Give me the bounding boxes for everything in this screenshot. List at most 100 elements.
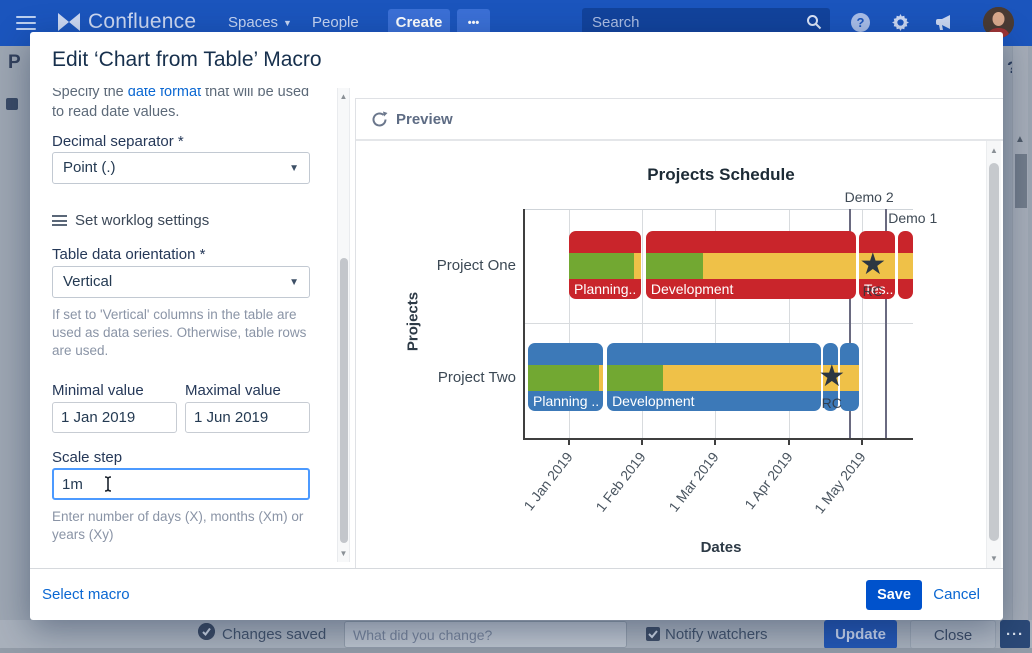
- scale-step-field: [52, 468, 310, 500]
- segment-label: Planning..: [574, 281, 637, 297]
- save-button[interactable]: Save: [866, 580, 922, 610]
- milestone-label: Demo 1: [888, 210, 938, 226]
- gantt-segment: [823, 343, 838, 411]
- chart-title: Projects Schedule: [647, 165, 795, 184]
- progress-done: [569, 253, 634, 279]
- orientation-select[interactable]: Vertical ▼: [52, 266, 310, 298]
- nav-people[interactable]: People: [312, 14, 359, 31]
- scroll-down-icon[interactable]: ▼: [990, 554, 998, 563]
- macro-form: Specify the date format that will be use…: [30, 88, 337, 568]
- set-worklog-settings-link[interactable]: Set worklog settings: [52, 212, 209, 229]
- scroll-up-icon[interactable]: ▲: [1015, 134, 1025, 145]
- search-icon[interactable]: [806, 14, 822, 30]
- changes-saved-check-icon: [198, 623, 215, 640]
- hamburger-menu-icon[interactable]: [16, 16, 36, 30]
- progress-remaining: [858, 253, 895, 279]
- milestone-line: [848, 209, 851, 438]
- close-button[interactable]: Close: [910, 620, 996, 649]
- axis-y: [523, 209, 525, 438]
- progress-remaining: [839, 365, 859, 391]
- gantt-segment: [898, 231, 914, 299]
- more-options-button[interactable]: ···: [1000, 620, 1030, 649]
- gantt-segment: Planning ..: [528, 343, 603, 411]
- tick-mark: [714, 438, 717, 445]
- progress-done: [607, 365, 664, 391]
- orientation-help-text: If set to 'Vertical' columns in the tabl…: [52, 307, 307, 358]
- select-macro-link[interactable]: Select macro: [42, 586, 130, 603]
- dimmed-page-right: ? ▲: [1003, 46, 1032, 620]
- preview-scrollbar[interactable]: ▲ ▼: [986, 141, 1001, 568]
- page-scrollbar-thumb[interactable]: [1015, 154, 1027, 208]
- tick-mark: [860, 438, 863, 445]
- progress-remaining: [663, 365, 821, 391]
- progress-remaining: [634, 253, 641, 279]
- page-scrollbar[interactable]: ▲: [1012, 46, 1028, 620]
- scroll-up-icon[interactable]: ▲: [990, 146, 998, 155]
- form-scrollbar[interactable]: ▲ ▼: [337, 88, 350, 562]
- segment-label: Planning ..: [533, 393, 600, 409]
- gantt-segment: Planning..: [569, 231, 641, 299]
- scroll-up-icon[interactable]: ▲: [339, 92, 348, 101]
- scale-step-help-text: Enter number of days (X), months (Xm) or…: [52, 509, 304, 542]
- change-comment-input[interactable]: [344, 621, 627, 648]
- tick-mark: [641, 438, 644, 445]
- decimal-separator-select[interactable]: Point (.) ▼: [52, 152, 310, 184]
- milestone-star-icon: ★: [859, 248, 887, 281]
- logo-text: Confluence: [88, 10, 197, 33]
- segment-label: Development: [612, 393, 695, 409]
- date-format-hint: Specify the date format that will be use…: [52, 88, 314, 122]
- cancel-link[interactable]: Cancel: [933, 586, 980, 603]
- form-scrollbar-thumb[interactable]: [339, 258, 348, 543]
- dialog-title: Edit ‘Chart from Table’ Macro: [52, 48, 322, 71]
- page-title-fragment: P: [8, 52, 21, 73]
- milestone-label: Demo 2: [844, 189, 894, 205]
- gantt-chart: Projects Schedule 1 Jan 2019 1 Feb 2019 1 M…: [356, 141, 986, 569]
- nav-spaces[interactable]: Spaces ▼: [228, 14, 292, 31]
- maximal-value-label: Maximal value: [185, 382, 281, 399]
- search-input[interactable]: [592, 11, 792, 33]
- progress-remaining: [823, 365, 838, 391]
- confluence-logo-icon: [58, 13, 80, 31]
- milestone-star-icon: ★: [818, 360, 846, 393]
- editor-bottom-toolbar: Changes saved Notify watchers Update Clo…: [0, 620, 1032, 653]
- chevron-down-icon: ▼: [283, 18, 292, 28]
- category-label: Project Two: [437, 369, 516, 386]
- worklog-list-icon: [52, 215, 67, 226]
- gear-icon[interactable]: [891, 13, 910, 32]
- notify-watchers-checkbox[interactable]: [646, 627, 660, 641]
- date-format-link[interactable]: date format: [127, 88, 202, 100]
- scroll-down-icon[interactable]: ▼: [339, 549, 348, 558]
- segment-label: Tes..: [863, 281, 894, 297]
- page-bottom-edge: [0, 648, 1032, 653]
- tick-mark: [787, 438, 790, 445]
- progress-remaining: [599, 365, 603, 391]
- scale-step-input[interactable]: [52, 468, 310, 500]
- megaphone-icon[interactable]: [935, 13, 955, 32]
- progress-done: [645, 253, 703, 279]
- gantt-segment: Development: [607, 343, 821, 411]
- segment-label: Development: [650, 281, 734, 297]
- progress-remaining: [702, 253, 856, 279]
- update-button[interactable]: Update: [824, 620, 897, 649]
- category-label: Project One: [436, 257, 516, 274]
- preview-scrollbar-thumb[interactable]: [989, 163, 999, 541]
- help-icon[interactable]: ?: [851, 13, 870, 32]
- preview-label: Preview: [396, 111, 453, 128]
- orientation-label: Table data orientation *: [52, 246, 206, 263]
- notify-watchers-label: Notify watchers: [665, 626, 768, 643]
- dimmed-page-left: P: [0, 46, 30, 620]
- refresh-icon[interactable]: [370, 110, 389, 129]
- changes-saved-label: Changes saved: [222, 626, 327, 643]
- gantt-segment: [839, 343, 859, 411]
- axis-title-y: Projects: [404, 291, 422, 352]
- scale-step-label: Scale step: [52, 449, 123, 466]
- maximal-value-input[interactable]: [185, 402, 310, 433]
- gantt-segment: Development: [645, 231, 856, 299]
- decimal-separator-label: Decimal separator *: [52, 133, 184, 150]
- minimal-value-label: Minimal value: [52, 382, 144, 399]
- progress-remaining: [898, 253, 914, 279]
- confluence-logo[interactable]: Confluence: [56, 9, 196, 35]
- minimal-value-input[interactable]: [52, 402, 177, 433]
- page-tool-icon: [6, 98, 18, 110]
- plot-top-border: [524, 209, 913, 210]
